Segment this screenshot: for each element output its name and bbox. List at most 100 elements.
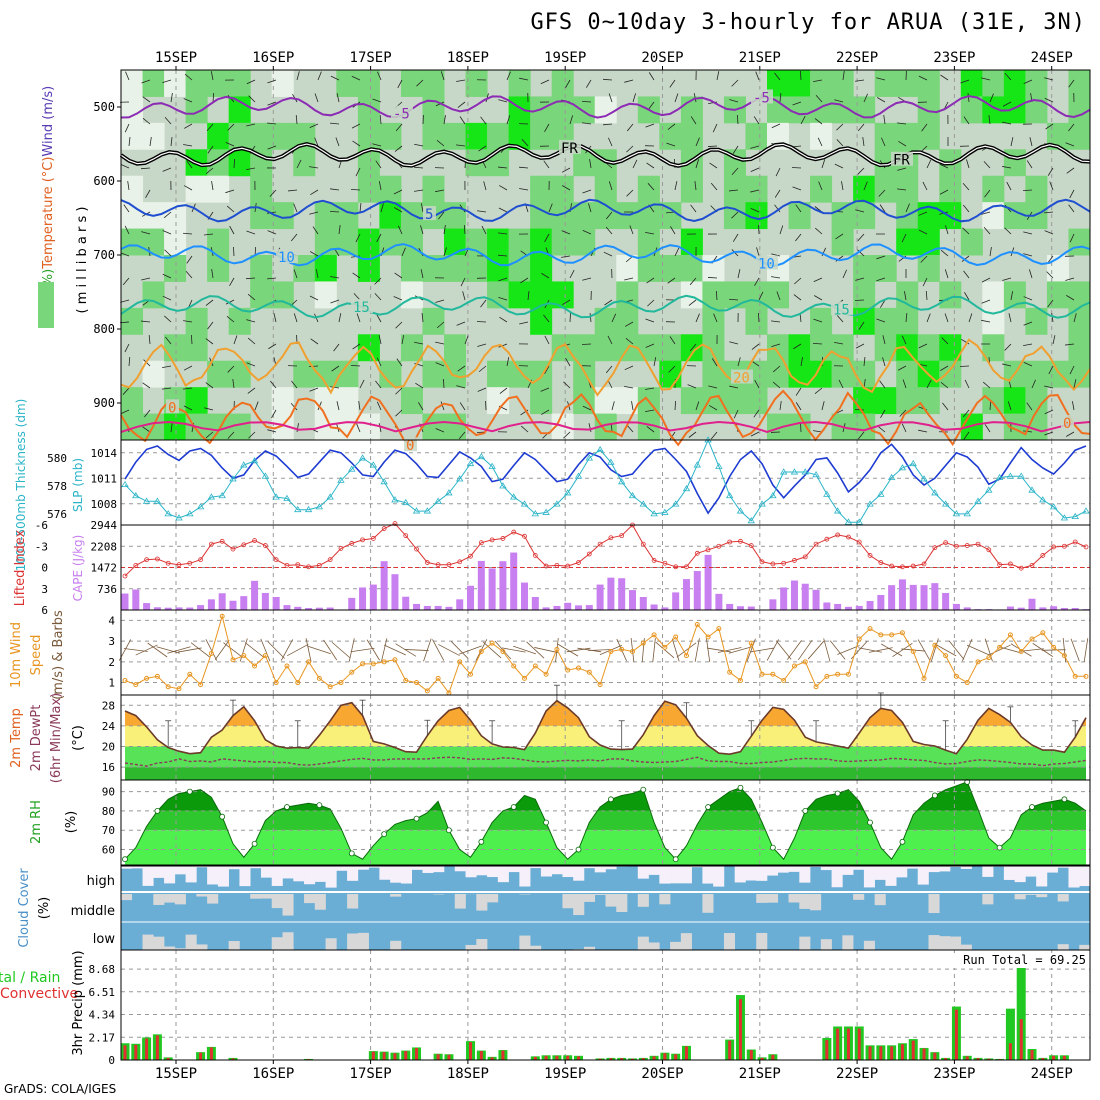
wind-barb [245,277,256,280]
rh-cell [896,175,919,190]
rh-cell [185,96,208,111]
rh-cell [702,281,725,296]
wind-barb [142,426,151,433]
li-point [133,562,139,568]
rh-cell [336,373,359,388]
rh-cell [508,241,531,256]
wind-barb [732,233,739,242]
wind-barb [226,316,235,323]
precip-conv-bar [1041,1058,1045,1060]
cloud-mid-gap [454,894,466,909]
rh-cell [810,307,833,322]
wind-speed-point [932,642,938,648]
rh-cell [723,387,746,401]
precip-conv-bar [641,1058,645,1060]
temp-ylabel-4: (°C) [71,725,86,751]
li-point [824,536,830,542]
contour-label-bg [831,301,853,316]
wind-speed-point [543,671,549,677]
wind-speed-point [727,669,733,675]
precip-conv-bar [954,1009,958,1060]
wind-barb [813,277,823,282]
wind-barb [247,387,256,394]
wind-speed-point [489,640,495,646]
wind-barb [624,365,634,371]
cape-bar [801,583,809,610]
cloud-high-gap [121,866,133,869]
rh-cell [896,281,919,296]
wind-speed-point [424,688,430,694]
cloud-mid-gap [282,894,294,916]
rh-cell [185,334,208,348]
cloud-high-gap [917,866,929,885]
xtick-label-bottom: 20SEP [641,1066,683,1082]
wind-barb [857,249,865,257]
cloud-high-gap [357,866,369,870]
precip-conv-bar [944,1058,948,1060]
wind-barb [205,382,214,389]
rh-cell [917,202,940,216]
thickness-point [877,490,885,497]
cape-bar [272,597,280,610]
wind-barb [814,387,823,394]
wind-barb [750,167,760,173]
rh-cell [530,175,553,190]
rh-cell [831,109,854,124]
wind-barb [229,225,235,235]
thickness-point [499,482,507,489]
rh-cell [121,96,144,111]
wind-barb [312,226,319,235]
wind-barb [310,251,319,257]
rh-point [186,788,193,795]
rh-cell [659,360,682,375]
cloud-mid-gap [810,894,822,911]
wind-barb [233,158,236,169]
wind-barb [372,98,382,103]
wind-speed-point [964,680,970,686]
wind-barb [922,277,928,287]
cloud-mid-gap [271,894,283,909]
rh-cell [142,83,165,97]
rh-cell [444,215,467,230]
wind-barb [1044,97,1054,103]
wind-barb [435,341,445,345]
wind-barb [800,115,806,125]
run-total-bg [945,953,1085,968]
wind-barb [736,114,739,125]
cape-bar [251,580,259,610]
cape-bar [175,607,183,610]
wind-barb [351,123,361,129]
rh-cell [465,255,488,269]
rh-cell [659,347,682,362]
wind-barb [989,93,994,103]
rh-cell [357,347,380,362]
wind-barb [876,77,886,81]
wind-barb [813,318,823,323]
wind-barb [310,338,319,345]
wind-barb [983,161,991,169]
li-point [154,556,160,562]
li-point [802,554,808,560]
surface-barb [807,640,825,660]
wind-barb [1069,189,1075,199]
wind-speed-point [457,659,463,665]
wind-speed-point [500,648,506,654]
wind-speed-line [124,614,1086,694]
rh-cell [573,347,596,362]
thickness-point [542,508,550,515]
wind-barb [989,247,992,257]
thickness-point [337,476,345,483]
wind-barb [984,424,991,433]
cloud-high-gap [400,866,412,884]
cloud-high-gap [820,866,832,871]
wind-barb [792,186,802,191]
wind-barb [962,227,970,235]
rh-cell [487,255,510,269]
cape-tick-label: 1472 [91,562,118,575]
precip-conv-bar [501,1050,505,1060]
rh-cell [917,255,940,269]
wind-barb [771,320,781,323]
wind-barb [841,181,844,191]
rh-cell [659,122,682,137]
contour-label: 10 [758,256,775,272]
